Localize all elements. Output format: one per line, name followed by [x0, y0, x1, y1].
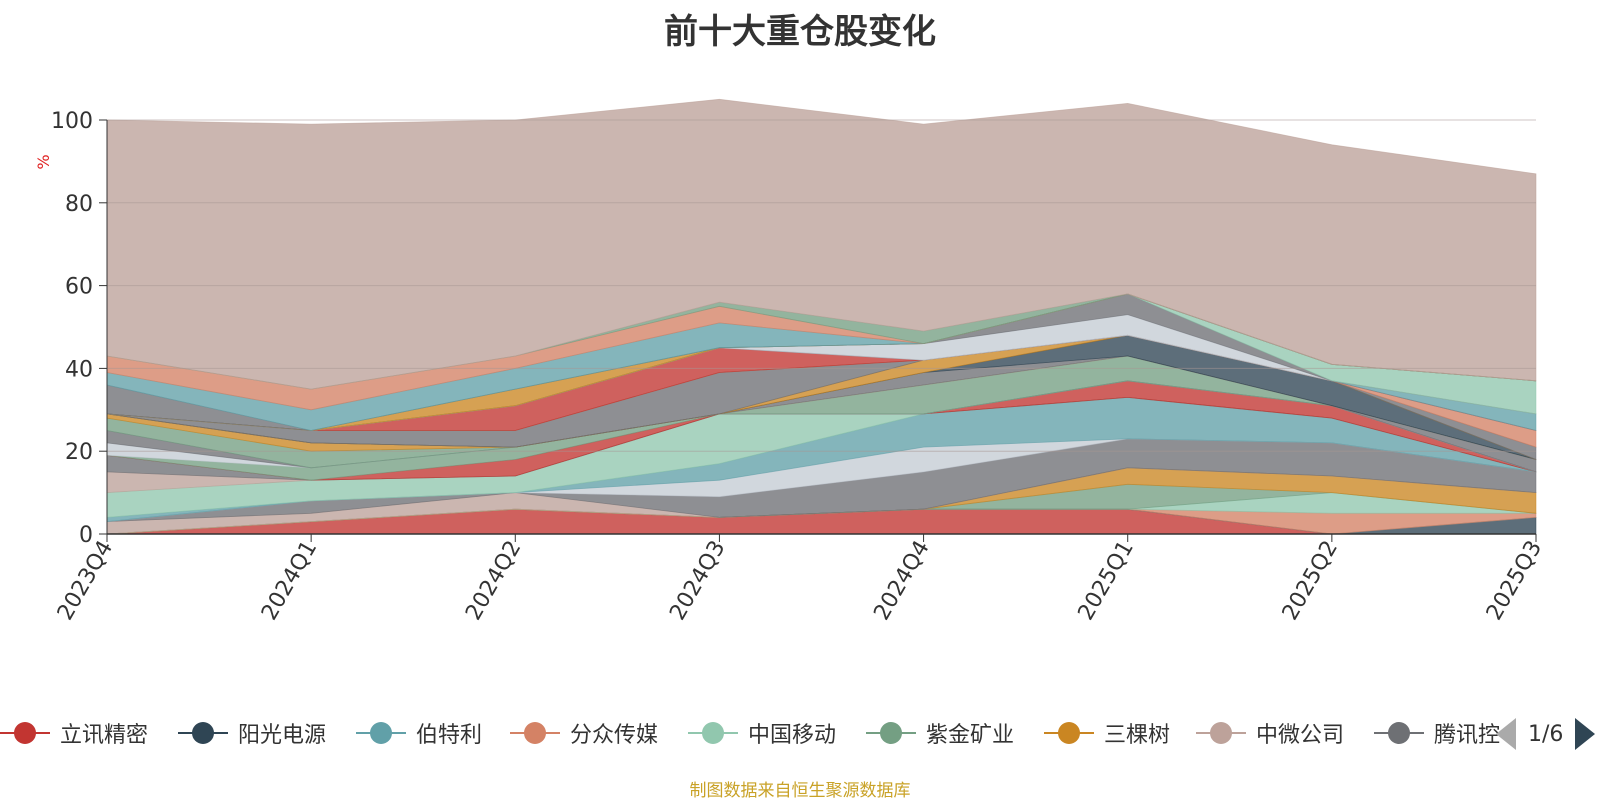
legend-page-indicator: 1/6 [1528, 721, 1564, 747]
legend-item-0[interactable]: 立讯精密 [0, 713, 148, 753]
legend-label: 中微公司 [1256, 723, 1345, 748]
x-tick-label-3: 2024Q3 [665, 537, 730, 625]
legend-item-3[interactable]: 分众传媒 [510, 713, 658, 753]
legend-label: 立讯精密 [60, 723, 149, 748]
y-tick-label-3: 60 [65, 275, 93, 300]
grid-lines [107, 119, 1536, 452]
x-tick-label-6: 2025Q2 [1278, 537, 1343, 625]
x-tick-label-2: 2024Q2 [461, 537, 526, 625]
legend-marker-icon [1044, 718, 1094, 748]
source-note: 制图数据来自恒生聚源数据库 [689, 781, 911, 801]
legend-item-6[interactable]: 三棵树 [1044, 713, 1170, 753]
legend-pager: 1/6 [1496, 716, 1596, 752]
y-tick-label-5: 100 [51, 109, 93, 134]
legend-label: 三棵树 [1104, 723, 1171, 748]
area-series-group [106, 98, 1537, 535]
legend-marker-icon [510, 718, 560, 748]
y-tick-label-0: 0 [79, 523, 93, 548]
legend-item-7[interactable]: 中微公司 [1196, 713, 1344, 753]
x-tick-label-0: 2023Q4 [53, 537, 118, 625]
y-tick-label-2: 40 [65, 357, 93, 382]
legend-next-arrow-icon[interactable] [1575, 718, 1596, 750]
legend-marker-icon [356, 718, 406, 748]
legend-marker-icon [178, 718, 228, 748]
legend-label: 中国移动 [748, 723, 837, 748]
legend-marker-icon [688, 718, 738, 748]
legend-label: 伯特利 [416, 723, 483, 748]
chart-title: 前十大重仓股变化 [664, 12, 936, 52]
legend-item-8[interactable]: 腾讯控股 [1374, 713, 1500, 753]
legend-item-2[interactable]: 伯特利 [356, 713, 482, 753]
x-tick-label-1: 2024Q1 [257, 537, 322, 625]
y-tick-label-4: 80 [65, 192, 93, 217]
legend-marker-icon [1196, 718, 1246, 748]
legend-label: 腾讯控股 [1434, 723, 1500, 748]
legend-label: 阳光电源 [238, 723, 327, 748]
legend-prev-arrow-icon[interactable] [1496, 718, 1516, 750]
legend: 立讯精密 阳光电源 伯特利 分众传媒 中国移动 紫金矿业 三棵树 中微公司 腾讯控股 [0, 713, 1500, 753]
legend-label: 紫金矿业 [926, 723, 1015, 748]
legend-item-5[interactable]: 紫金矿业 [866, 713, 1014, 753]
legend-marker-icon [866, 718, 916, 748]
legend-marker-icon [1374, 718, 1424, 748]
x-tick-label-4: 2024Q4 [869, 537, 934, 625]
x-tick-label-7: 2025Q3 [1482, 537, 1547, 625]
x-tick-label-5: 2025Q1 [1074, 537, 1139, 625]
legend-item-4[interactable]: 中国移动 [688, 713, 836, 753]
legend-label: 分众传媒 [570, 723, 659, 748]
y-tick-label-1: 20 [65, 440, 93, 465]
area-series-36 [106, 98, 1537, 390]
legend-marker-icon [0, 718, 50, 748]
legend-item-1[interactable]: 阳光电源 [178, 713, 326, 753]
y-axis-label: % [34, 154, 53, 169]
